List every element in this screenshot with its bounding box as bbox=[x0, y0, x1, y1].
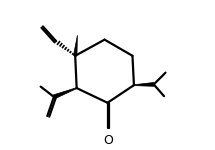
Polygon shape bbox=[53, 88, 77, 99]
Text: O: O bbox=[103, 134, 113, 147]
Polygon shape bbox=[74, 35, 77, 56]
Polygon shape bbox=[134, 82, 154, 86]
